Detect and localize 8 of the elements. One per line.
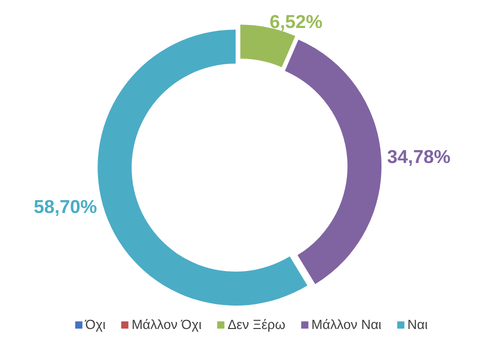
data-label: 58,70% [34,196,98,217]
legend-label: Μάλλον Όχι [132,317,202,332]
data-label: 6,52% [270,11,323,32]
legend-label: Όχι [85,317,106,332]
legend-label: Μάλλον Ναι [311,317,382,332]
data-label: 34,78% [387,146,451,167]
legend-label: Δεν Ξέρω [228,317,286,332]
legend-label: Ναι [407,317,428,332]
